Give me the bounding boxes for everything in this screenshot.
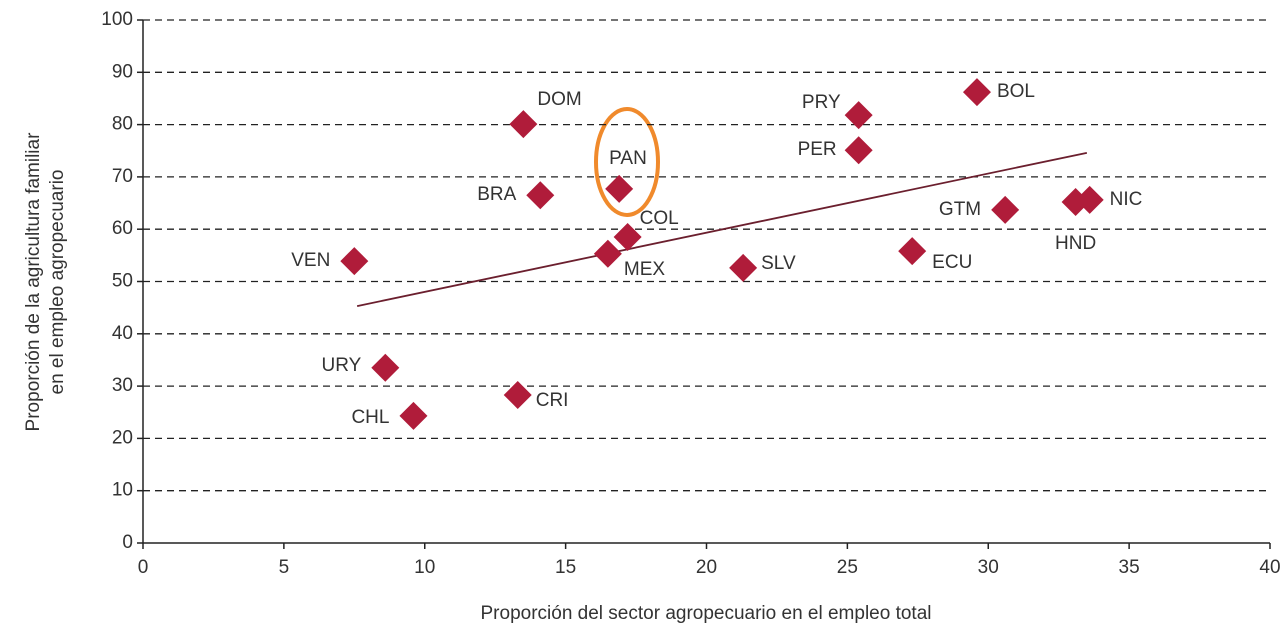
point	[1075, 185, 1104, 214]
point	[844, 136, 873, 165]
point-label: GTM	[939, 199, 981, 220]
point-label: VEN	[291, 250, 330, 271]
point-label: CHL	[351, 407, 389, 428]
point-label: NIC	[1110, 189, 1143, 210]
x-axis-label: Proporción del sector agropecuario en el…	[481, 603, 932, 624]
point-label: MEX	[624, 259, 666, 280]
y-tick-label: 10	[112, 480, 133, 501]
x-tick-label: 15	[555, 557, 576, 578]
point-label: SLV	[761, 253, 796, 274]
point-label: CRI	[536, 390, 569, 411]
y-axis-label-line: Proporción de la agricultura familiar	[23, 132, 44, 432]
point-label: HND	[1055, 233, 1096, 254]
y-tick-label: 50	[112, 271, 133, 292]
x-tick-label: 35	[1119, 557, 1140, 578]
highlight-ellipse	[594, 107, 660, 217]
y-tick-label: 30	[112, 375, 133, 396]
point	[605, 174, 634, 203]
point-label: DOM	[537, 89, 581, 110]
x-tick-label: 5	[279, 557, 290, 578]
point	[526, 181, 555, 210]
point	[844, 101, 873, 130]
point-label: PER	[798, 139, 837, 160]
point	[509, 110, 538, 139]
y-tick-label: 80	[112, 114, 133, 135]
point	[399, 401, 428, 430]
point-label: BOL	[997, 81, 1035, 102]
point-label: ECU	[932, 252, 972, 273]
point	[898, 237, 927, 266]
point-label: PAN	[609, 148, 647, 169]
x-tick-label: 25	[837, 557, 858, 578]
y-axis-label-line: en el empleo agropecuario	[47, 170, 68, 395]
point	[503, 380, 532, 409]
y-tick-label: 90	[112, 61, 133, 82]
point-label: URY	[322, 355, 362, 376]
point	[340, 247, 369, 276]
y-tick-label: 70	[112, 166, 133, 187]
point-label: PRY	[802, 92, 841, 113]
y-tick-label: 40	[112, 323, 133, 344]
point	[371, 353, 400, 382]
point	[991, 195, 1020, 224]
y-tick-label: 60	[112, 218, 133, 239]
x-tick-label: 40	[1259, 557, 1280, 578]
point	[962, 78, 991, 107]
y-axis-label: Proporción de la agricultura familiar en…	[23, 132, 68, 432]
y-tick-label: 0	[122, 532, 133, 553]
point	[593, 239, 622, 268]
trendline	[356, 151, 1088, 307]
point	[613, 223, 642, 252]
x-tick-label: 0	[138, 557, 149, 578]
point-label: COL	[640, 208, 679, 229]
point	[729, 253, 758, 282]
x-tick-label: 20	[696, 557, 717, 578]
y-tick-label: 100	[101, 9, 133, 30]
x-tick-label: 30	[978, 557, 999, 578]
x-tick-label: 10	[414, 557, 435, 578]
point-label: BRA	[477, 184, 516, 205]
y-tick-label: 20	[112, 427, 133, 448]
